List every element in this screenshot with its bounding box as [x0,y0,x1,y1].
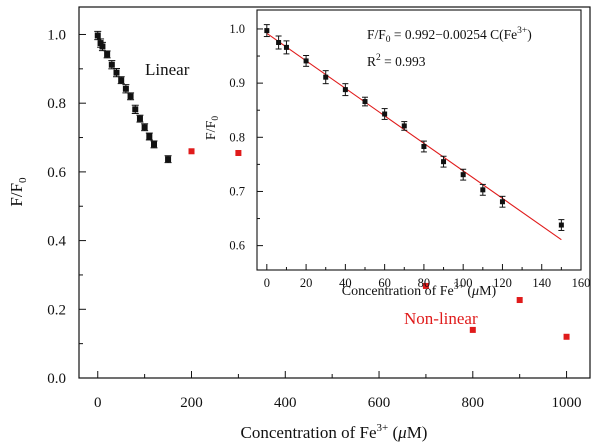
data-point [108,61,115,68]
data-point [480,187,486,193]
y-tick-label: 0.7 [229,184,245,198]
data-point [558,222,564,228]
data-point [401,123,407,129]
data-point [122,85,129,92]
y-tick-label: 0.0 [47,371,66,387]
inset-y-axis-title: F/F0 [204,116,221,140]
inset-fit [266,32,562,241]
x-tick-label: 60 [378,276,391,290]
data-point [146,133,153,140]
data-point [165,156,172,163]
main-y-axis-title: F/F0 [7,177,29,207]
data-point [188,148,195,155]
y-tick-label: 0.8 [229,130,245,144]
data-point [382,111,388,117]
x-tick-label: 100 [454,276,473,290]
data-point [469,326,476,333]
nonlinear-annotation: Non-linear [404,309,478,328]
x-tick-label: 120 [493,276,512,290]
x-tick-label: 800 [462,395,485,411]
y-tick-label: 0.9 [229,76,245,90]
main-plot-frame [78,6,591,379]
inset-ticks: 0 20 40 60 80 100 120 140 160 0.6 0.7 0.8 0.9 1.0 [229,22,590,290]
fit-line [266,32,562,241]
data-point [422,282,429,289]
data-point [235,149,242,156]
data-point [151,141,158,148]
data-point [342,87,348,93]
data-point [97,40,104,47]
data-point [499,199,505,205]
data-point [303,58,309,64]
inset-plot: 0 20 40 60 80 100 120 140 160 0.6 0.7 0.8 0.9 1.0 Con… [204,9,590,299]
data-point [132,106,139,113]
y-tick-label: 0.2 [47,302,66,318]
data-point [99,43,106,50]
x-tick-label: 40 [339,276,352,290]
linear-annotation: Linear [145,60,190,79]
data-point [118,77,125,84]
data-point [563,333,570,340]
fit-equation: F/F0 = 0.992−0.00254 C(Fe3+) [367,26,532,45]
y-tick-label: 0.6 [229,239,245,253]
data-point [127,93,134,100]
data-point [264,28,270,34]
data-point [441,159,447,165]
main-x-axis-title: Concentration of Fe3+ (μM) [241,422,428,442]
x-tick-label: 0 [94,395,102,411]
y-tick-label: 0.8 [47,96,66,112]
x-tick-label: 20 [300,276,313,290]
data-point [136,115,143,122]
x-tick-label: 600 [368,395,391,411]
data-point [323,74,329,80]
data-point [283,44,289,50]
data-point [516,297,523,304]
y-tick-label: 1.0 [229,22,245,36]
data-point [94,32,101,39]
x-tick-label: 200 [180,395,203,411]
x-tick-label: 1000 [552,395,582,411]
x-tick-label: 400 [274,395,297,411]
y-tick-label: 0.6 [47,165,66,181]
data-point [362,99,368,105]
data-point [104,51,111,58]
data-point [276,40,282,45]
x-tick-label: 0 [264,276,270,290]
data-point [113,69,120,76]
x-tick-label: 140 [532,276,551,290]
inset-x-axis-title: Concentration of Fe3+ (μM) [342,282,497,299]
data-point [460,172,466,178]
y-tick-label: 0.4 [47,234,66,250]
data-point [421,144,427,149]
inset-points [263,24,565,231]
x-tick-label: 160 [572,276,591,290]
data-point [141,124,148,131]
y-tick-label: 1.0 [47,27,66,43]
r-squared: R2 = 0.993 [367,53,426,69]
x-tick-label: 80 [418,276,431,290]
